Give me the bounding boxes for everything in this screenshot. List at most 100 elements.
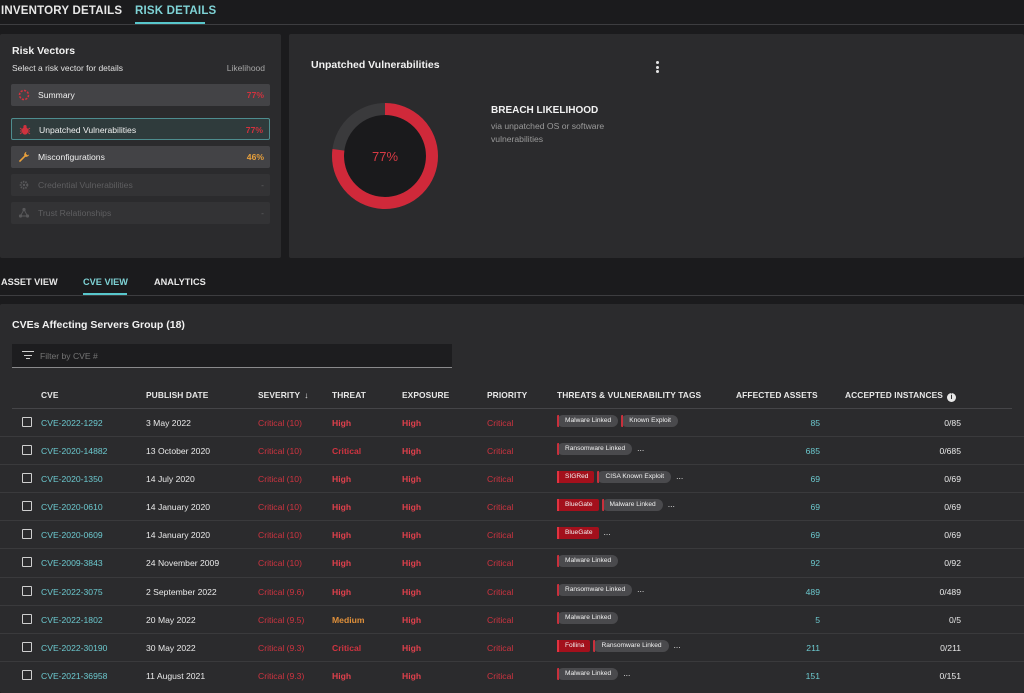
affected-assets-link[interactable]: 151 <box>805 670 820 681</box>
affected-assets-link[interactable]: 685 <box>805 446 820 457</box>
cve-link[interactable]: CVE-2022-1292 <box>41 418 103 428</box>
tab-cve-view[interactable]: CVE VIEW <box>83 277 128 287</box>
cve-filter[interactable] <box>12 344 452 368</box>
tags-cell: Ransomware Linked... <box>557 583 645 596</box>
risk-vector-label: Credential Vulnerabilities <box>38 180 133 190</box>
threat: High <box>332 474 352 485</box>
cve-link[interactable]: CVE-2009-3843 <box>41 558 103 569</box>
row-checkbox[interactable] <box>22 417 32 427</box>
accepted-instances: 0/685 <box>939 446 961 457</box>
table-row[interactable]: CVE-2020-14882 13 October 2020 Critical (1… <box>0 437 1024 466</box>
row-checkbox[interactable] <box>22 585 32 596</box>
column-header-exposure[interactable]: EXPOSURE <box>402 390 450 400</box>
affected-assets-link[interactable]: 69 <box>810 502 820 513</box>
table-row[interactable]: CVE-2022-3075 2 September 2022 Critical (9… <box>0 578 1024 606</box>
table-row[interactable]: CVE-2020-0609 14 January 2020 Critical (10… <box>0 521 1024 550</box>
summary-ring-icon <box>18 89 30 101</box>
row-checkbox[interactable] <box>22 473 32 484</box>
breach-likelihood-title: BREACH LIKELIHOOD <box>491 105 599 116</box>
publish-date: 24 November 2009 <box>146 558 220 569</box>
column-header-publish-date[interactable]: PUBLISH DATE <box>146 390 209 400</box>
table-row[interactable]: CVE-2021-36958 11 August 2021 Critical (9.… <box>0 662 1024 690</box>
cve-link[interactable]: CVE-2022-3075 <box>41 586 103 597</box>
column-header-threat[interactable]: THREAT <box>332 390 366 400</box>
more-tags[interactable]: ... <box>676 471 684 482</box>
tags-cell: Malware Linked Known Exploit <box>557 415 683 427</box>
row-checkbox[interactable] <box>22 501 32 512</box>
cve-link[interactable]: CVE-2022-30190 <box>41 642 108 653</box>
threat: Critical <box>332 446 362 457</box>
network-icon <box>18 207 30 218</box>
tab-risk-details[interactable]: RISK DETAILS <box>135 5 217 17</box>
info-icon[interactable]: i <box>946 393 956 402</box>
accepted-instances: 0/211 <box>940 642 961 653</box>
row-checkbox[interactable] <box>22 669 32 680</box>
more-tags[interactable]: ... <box>603 527 611 538</box>
row-checkbox[interactable] <box>22 613 32 624</box>
cve-link[interactable]: CVE-2020-0609 <box>41 530 103 541</box>
cve-link[interactable]: CVE-2020-1350 <box>41 474 103 485</box>
column-header-priority[interactable]: PRIORITY <box>487 390 528 400</box>
exposure: High <box>402 418 422 428</box>
table-row[interactable]: CVE-2022-1802 20 May 2022 Critical (9.5) Me… <box>0 606 1024 634</box>
exposure: High <box>402 614 422 625</box>
affected-assets-link[interactable]: 69 <box>810 530 820 541</box>
table-row[interactable]: CVE-2020-0610 14 January 2020 Critical (10… <box>0 493 1024 522</box>
affected-assets-link[interactable]: 85 <box>810 418 820 428</box>
cve-link[interactable]: CVE-2020-14882 <box>41 446 108 457</box>
column-header-cve[interactable]: CVE <box>41 390 59 400</box>
exposure: High <box>402 502 422 513</box>
more-tags[interactable]: ... <box>623 667 631 678</box>
threat-tag: Follina <box>557 639 591 652</box>
table-row[interactable]: CVE-2020-1350 14 July 2020 Critical (10) Hi… <box>0 465 1024 494</box>
tab-analytics[interactable]: ANALYTICS <box>154 277 206 287</box>
column-header-severity[interactable]: SEVERITY ↓ <box>258 390 309 400</box>
tab-asset-view[interactable]: ASSET VIEW <box>1 277 58 287</box>
cve-table-body: CVE-2022-1292 3 May 2022 Critical (10) High… <box>0 409 1024 690</box>
more-options-icon[interactable] <box>654 61 660 75</box>
table-row[interactable]: CVE-2022-1292 3 May 2022 Critical (10) High… <box>0 409 1024 438</box>
affected-assets-link[interactable]: 92 <box>810 558 820 569</box>
column-header-affected-assets[interactable]: AFFECTED ASSETS <box>736 390 818 400</box>
column-header-label: SEVERITY <box>258 390 301 400</box>
cve-link[interactable]: CVE-2021-36958 <box>41 670 108 681</box>
exposure: High <box>402 642 422 653</box>
priority: Critical <box>487 502 514 513</box>
exposure: High <box>402 530 422 541</box>
accepted-instances: 0/69 <box>944 502 961 513</box>
affected-assets-link[interactable]: 5 <box>815 614 820 625</box>
row-checkbox[interactable] <box>22 641 32 652</box>
affected-assets-link[interactable]: 69 <box>810 474 820 485</box>
breach-likelihood-donut <box>332 103 438 209</box>
tab-inventory-details[interactable]: INVENTORY DETAILS <box>1 5 123 17</box>
risk-vector-misconfigurations[interactable]: Misconfigurations 46% <box>11 146 270 168</box>
risk-vector-label: Misconfigurations <box>38 152 105 162</box>
cve-link[interactable]: CVE-2022-1802 <box>41 614 103 625</box>
risk-vector-label: Unpatched Vulnerabilities <box>39 125 137 135</box>
column-header-tags[interactable]: THREATS & VULNERABILITY TAGS <box>557 390 702 400</box>
affected-assets-link[interactable]: 211 <box>806 642 820 653</box>
priority: Critical <box>487 586 514 597</box>
column-header-label: ACCEPTED INSTANCES <box>845 390 943 400</box>
filter-icon <box>22 351 34 361</box>
row-checkbox[interactable] <box>22 445 32 456</box>
publish-date: 30 May 2022 <box>146 642 196 653</box>
row-checkbox[interactable] <box>22 557 32 568</box>
more-tags[interactable]: ... <box>637 583 645 594</box>
threat: Critical <box>332 642 362 653</box>
more-tags[interactable]: ... <box>667 499 675 510</box>
row-checkbox[interactable] <box>22 529 32 540</box>
affected-assets-link[interactable]: 489 <box>805 586 820 597</box>
threat-tag: Malware Linked <box>601 499 663 512</box>
table-row[interactable]: CVE-2022-30190 30 May 2022 Critical (9.3) C… <box>0 634 1024 662</box>
risk-vector-summary[interactable]: Summary 77% <box>11 84 270 106</box>
table-row[interactable]: CVE-2009-3843 24 November 2009 Critical (1… <box>0 549 1024 578</box>
publish-date: 14 January 2020 <box>146 502 211 513</box>
more-tags[interactable]: ... <box>673 639 681 650</box>
tags-cell: Follina Ransomware Linked... <box>557 639 681 652</box>
column-header-accepted-instances[interactable]: ACCEPTED INSTANCES i <box>845 390 956 402</box>
cve-link[interactable]: CVE-2020-0610 <box>41 502 103 513</box>
cve-filter-input[interactable] <box>40 351 440 361</box>
risk-vector-unpatched-vulnerabilities[interactable]: Unpatched Vulnerabilities 77% <box>11 118 270 140</box>
more-tags[interactable]: ... <box>637 443 645 454</box>
